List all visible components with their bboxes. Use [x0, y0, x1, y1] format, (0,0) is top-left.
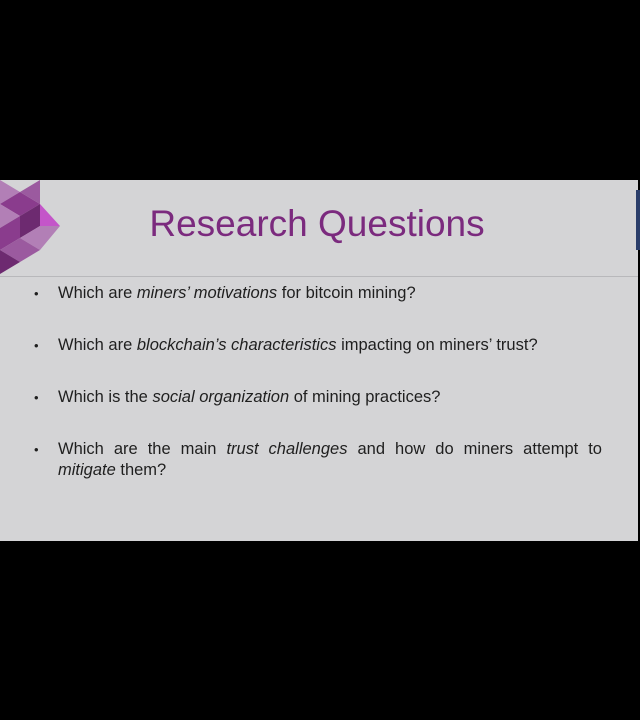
bullet-text-emphasis-2: mitigate — [58, 461, 116, 479]
list-item: • Which are the main trust challenges an… — [0, 439, 638, 481]
bullet-text-emphasis: social organization — [152, 388, 290, 406]
bullet-text-post: of mining practices? — [289, 388, 441, 406]
bullet-text-pre: Which is the — [58, 388, 153, 406]
bullet-text-mid: and how do miners attempt to — [347, 440, 602, 458]
bullet-text-emphasis: trust challenges — [226, 440, 348, 458]
bullet-text-emphasis: blockchain’s characteristics — [136, 336, 337, 354]
bullet-text-pre: Which are — [58, 284, 137, 302]
bullet-text-pre: Which are the main — [58, 440, 227, 458]
bullet-text-post: them? — [115, 461, 167, 479]
bullet-glyph: • — [34, 390, 39, 405]
list-item: • Which are blockchain’s characteristics… — [0, 335, 638, 356]
bullet-glyph: • — [34, 286, 39, 301]
bullet-text-post: impacting on miners’ trust? — [336, 336, 538, 354]
bullet-text-emphasis: miners’ motivations — [136, 284, 278, 302]
presentation-slide: Research Questions • Which are miners’ m… — [0, 180, 638, 541]
bullet-glyph: • — [34, 442, 39, 457]
bullet-text-pre: Which are — [58, 336, 137, 354]
bullet-text-post: for bitcoin mining? — [277, 284, 416, 302]
slide-title: Research Questions — [149, 203, 485, 244]
list-item: • Which are miners’ motivations for bitc… — [0, 283, 638, 304]
list-item: • Which is the social organization of mi… — [0, 387, 638, 408]
diamond-mosaic-logo-icon — [0, 180, 60, 274]
bullet-glyph: • — [34, 338, 39, 353]
slide-edge-accent — [636, 190, 640, 250]
title-divider — [0, 276, 638, 277]
